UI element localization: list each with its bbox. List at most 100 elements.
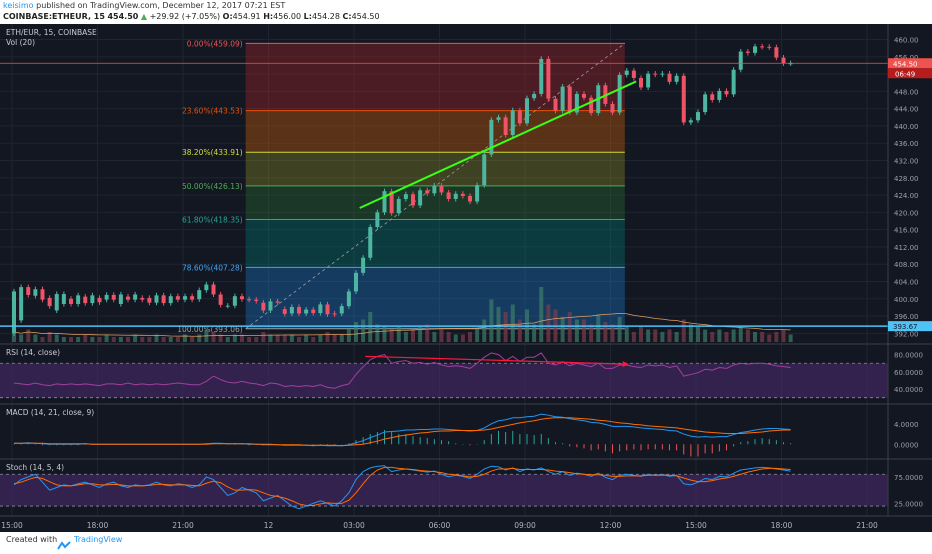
volume-bar (439, 329, 444, 342)
volume-bar (254, 337, 259, 342)
volume-bar (781, 329, 786, 342)
candle-body (19, 287, 24, 321)
symbol-line: COINBASE:ETHEUR, 15 454.50 ▲ +29.92 (+7.… (3, 11, 380, 23)
candle-body (275, 301, 280, 303)
macd-label: MACD (14, 21, close, 9) (6, 408, 94, 417)
macd-histogram-bar (398, 434, 400, 445)
volume-bar (667, 329, 672, 342)
y-tick-label: 424.00 (894, 192, 919, 200)
macd-histogram-bar (13, 444, 15, 445)
volume-bar (90, 337, 95, 342)
volume-bar (126, 337, 130, 342)
volume-bar (425, 324, 430, 342)
macd-histogram-bar (626, 444, 628, 451)
volume-bar (446, 332, 451, 342)
macd-histogram-bar (476, 444, 478, 445)
candle-body (375, 212, 380, 228)
candle-body (26, 287, 31, 295)
green-trendline[interactable] (359, 80, 637, 209)
macd-histogram-bar (42, 444, 43, 446)
macd-tick-label: 4.0000 (894, 421, 919, 429)
tradingview-brand[interactable]: TradingView (74, 535, 123, 544)
volume-bar (617, 317, 622, 342)
candle-body (617, 74, 622, 113)
candle-body (482, 154, 487, 186)
symbol-name[interactable]: COINBASE:ETHEUR, 15 (3, 12, 105, 21)
published-text: published on TradingView.com, December 1… (36, 1, 286, 10)
rsi-divergence-line[interactable] (365, 355, 625, 365)
x-tick-label: 06:00 (429, 521, 451, 530)
volume-bar (532, 324, 537, 342)
macd-histogram-bar (56, 444, 58, 446)
volume-bar (33, 334, 38, 342)
y-tick-label: 428.00 (894, 175, 919, 183)
volume-bar (211, 332, 216, 342)
chart-canvas[interactable]: 0.00%(459.09) 23.60%(443.53) 38.20%(433.91… (0, 24, 932, 532)
volume-bar (539, 287, 544, 342)
macd-histogram-bar (334, 444, 336, 446)
rsi-tick-label: 60.0000 (894, 369, 923, 377)
y-tick-label: 396.00 (894, 313, 919, 321)
macd-histogram-bar (747, 441, 749, 445)
macd-histogram-bar (690, 444, 692, 457)
author-link[interactable]: keisimo (3, 1, 34, 10)
volume-label: Vol (20) (6, 38, 35, 47)
candle-body (674, 75, 679, 82)
macd-histogram-bar (412, 436, 414, 445)
volume-bar (389, 329, 394, 342)
candle-body (539, 58, 544, 94)
fib-zone (245, 110, 625, 153)
price-change: +29.92 (+7.05%) (149, 12, 221, 21)
candle-body (439, 185, 444, 193)
candle-body (240, 296, 244, 300)
macd-histogram-bar (604, 444, 606, 452)
volume-bar (275, 334, 280, 342)
candle-body (311, 309, 316, 314)
candle-body (639, 77, 643, 88)
macd-histogram-bar (63, 444, 65, 446)
candle-body (118, 294, 123, 304)
close-value: 454.50 (351, 12, 380, 21)
macd-tick-label: 0.0000 (894, 441, 919, 449)
x-tick-label: 21:00 (172, 521, 194, 530)
volume-bar (382, 327, 387, 342)
macd-histogram-bar (405, 434, 407, 445)
last-price: 454.50 (107, 12, 139, 21)
candle-body (503, 117, 508, 135)
volume-bar (12, 332, 16, 342)
volume-bar (368, 312, 373, 342)
candle-body (667, 73, 672, 82)
macd-histogram-bar (683, 444, 685, 455)
volume-bar (411, 329, 415, 342)
low-value: 454.28 (311, 12, 340, 21)
candle-body (532, 93, 537, 99)
candle-body (560, 86, 565, 111)
rsi-band (0, 363, 888, 398)
candle-body (646, 73, 651, 88)
volume-bar (354, 322, 358, 342)
candle-body (339, 306, 344, 314)
candle-body (225, 305, 230, 307)
volume-bar (482, 319, 487, 342)
stoch-label: Stoch (14, 5, 4) (6, 463, 64, 472)
candle-body (304, 309, 309, 314)
volume-bar (582, 319, 586, 342)
volume-bar (631, 332, 636, 342)
volume-bar (589, 324, 594, 342)
candle-body (688, 120, 693, 123)
macd-histogram-bar (455, 443, 457, 445)
macd-histogram-bar (676, 444, 678, 451)
candle-body (389, 191, 394, 214)
volume-bar (297, 337, 301, 342)
volume-bar (760, 332, 765, 342)
time-axis (0, 517, 932, 532)
candle-body (183, 296, 187, 300)
macd-histogram-bar (583, 444, 585, 449)
volume-bar (567, 312, 572, 342)
candle-body (589, 97, 594, 113)
macd-histogram-bar (590, 444, 592, 451)
macd-histogram-bar (783, 442, 784, 445)
macd-histogram-bar (654, 444, 656, 450)
macd-histogram-bar (319, 444, 321, 445)
stoch-band (0, 474, 888, 507)
